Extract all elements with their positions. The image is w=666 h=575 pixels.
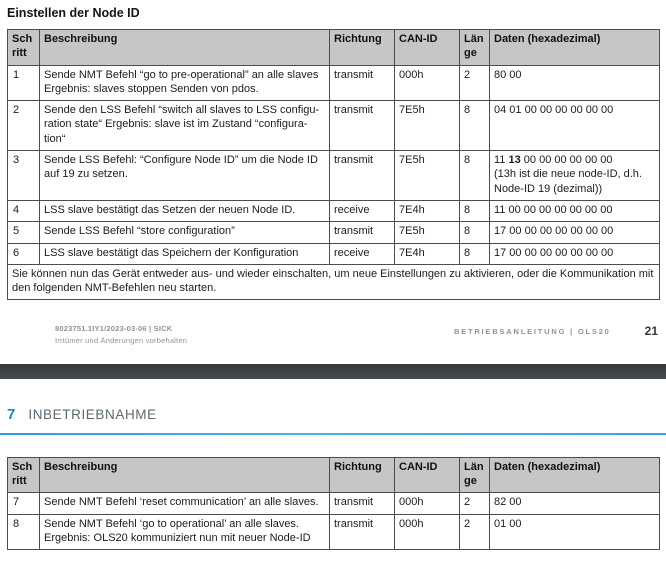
column-header-richtung: Richtung bbox=[329, 456, 395, 494]
chapter-rule bbox=[0, 432, 666, 435]
chapter-title: INBETRIEBNAHME bbox=[28, 406, 157, 422]
table-row: 6 LSS slave bestätigt das Speichern der … bbox=[7, 242, 660, 265]
data-cell: 01 00 bbox=[489, 513, 660, 551]
can-id-cell: 7E4h bbox=[394, 242, 460, 265]
table-row: 1 Sende NMT Befehl “go to pre-operationa… bbox=[7, 64, 660, 102]
hex-data-highlight: 13 bbox=[508, 154, 521, 167]
direction-cell: transmit bbox=[329, 64, 395, 102]
hex-data-note: (13h ist die neue node-ID, d.h. Node-ID … bbox=[494, 168, 642, 195]
step-cell: 7 bbox=[7, 492, 40, 515]
length-cell: 8 bbox=[459, 150, 490, 201]
page-footer: 8023751.1IY1/2023-03-06 | SICK Irrtümer … bbox=[55, 323, 658, 346]
length-cell: 8 bbox=[459, 199, 490, 223]
data-cell: 80 00 bbox=[489, 64, 660, 102]
page-separator-bar bbox=[0, 363, 666, 379]
page-number: 21 bbox=[644, 324, 658, 339]
column-header-richtung: Richtung bbox=[329, 29, 395, 66]
length-cell: 2 bbox=[459, 64, 490, 102]
step-cell: 8 bbox=[7, 513, 40, 551]
disclaimer: Irrtümer und Änderungen vorbehalten bbox=[55, 336, 188, 346]
footer-right: BETRIEBSANLEITUNG | OLS20 21 bbox=[454, 323, 658, 338]
table-row: 2 Sende den LSS Befehl “switch all slave… bbox=[7, 100, 660, 152]
can-id-cell: 000h bbox=[394, 64, 460, 102]
document-id: 8023751.1IY1/2023-03-06 | SICK bbox=[55, 324, 173, 334]
data-cell: 17 00 00 00 00 00 00 00 bbox=[489, 221, 660, 244]
step-cell: 4 bbox=[7, 199, 40, 223]
direction-cell: transmit bbox=[329, 150, 395, 201]
length-cell: 2 bbox=[459, 492, 490, 515]
column-header-beschreibung: Beschreibung bbox=[39, 456, 330, 494]
step-cell: 5 bbox=[7, 221, 40, 244]
length-cell: 2 bbox=[459, 513, 490, 551]
column-header-daten: Daten (hexadezimal) bbox=[489, 29, 660, 66]
description-cell: Sende den LSS Befehl “switch all slaves … bbox=[39, 100, 330, 152]
can-id-cell: 7E5h bbox=[394, 150, 460, 201]
table-note: Sie können nun das Gerät entweder aus- u… bbox=[7, 263, 660, 301]
step-cell: 1 bbox=[7, 64, 40, 102]
table-header-row: Schritt Beschreibung Richtung CAN-ID Län… bbox=[7, 456, 660, 494]
data-cell: 82 00 bbox=[489, 492, 660, 515]
table-header-row: Schritt Beschreibung Richtung CAN-ID Län… bbox=[7, 29, 660, 66]
page-title: Einstellen der Node ID bbox=[7, 6, 140, 20]
chapter-heading: 7 INBETRIEBNAHME bbox=[7, 406, 666, 423]
table-note-row: Sie können nun das Gerät entweder aus- u… bbox=[7, 263, 660, 301]
table-row: 8 Sende NMT Befehl ‘go to operational’ a… bbox=[7, 513, 660, 551]
direction-cell: transmit bbox=[329, 221, 395, 244]
column-header-schritt: Schritt bbox=[7, 29, 40, 66]
length-cell: 8 bbox=[459, 100, 490, 152]
data-cell: 11 00 00 00 00 00 00 00 bbox=[489, 199, 660, 223]
hex-data: 00 00 00 00 00 00 bbox=[520, 154, 613, 167]
description-cell: Sende LSS Befehl: “Configure Node ID” um… bbox=[39, 150, 330, 201]
data-cell: 17 00 00 00 00 00 00 00 bbox=[489, 242, 660, 265]
step-cell: 3 bbox=[7, 150, 40, 201]
chapter-number: 7 bbox=[7, 405, 16, 423]
data-cell: 11 13 00 00 00 00 00 00 (13h ist die neue… bbox=[489, 150, 660, 201]
direction-cell: receive bbox=[329, 242, 395, 265]
data-cell: 04 01 00 00 00 00 00 00 bbox=[489, 100, 660, 152]
hex-data: 11 bbox=[494, 154, 509, 167]
table-row: 4 LSS slave bestätigt das Setzen der neu… bbox=[7, 199, 660, 223]
node-id-table: Schritt Beschreibung Richtung CAN-ID Län… bbox=[7, 29, 660, 301]
description-cell: Sende LSS Befehl “store configuration” bbox=[39, 221, 330, 244]
can-id-cell: 000h bbox=[394, 492, 460, 515]
length-cell: 8 bbox=[459, 221, 490, 244]
footer-left: 8023751.1IY1/2023-03-06 | SICK Irrtümer … bbox=[55, 323, 187, 346]
column-header-daten: Daten (hexadezimal) bbox=[489, 456, 660, 494]
table-row: 3 Sende LSS Befehl: “Configure Node ID” … bbox=[7, 150, 660, 201]
column-header-laenge: Länge bbox=[459, 29, 490, 66]
table-row: 5 Sende LSS Befehl “store configuration”… bbox=[7, 221, 660, 244]
can-id-cell: 7E5h bbox=[394, 221, 460, 244]
description-cell: Sende NMT Befehl “go to pre-operational”… bbox=[39, 64, 330, 102]
can-id-cell: 000h bbox=[394, 513, 460, 551]
step-cell: 2 bbox=[7, 100, 40, 152]
step-cell: 6 bbox=[7, 242, 40, 265]
length-cell: 8 bbox=[459, 242, 490, 265]
direction-cell: transmit bbox=[329, 513, 395, 551]
description-cell: LSS slave bestätigt das Speichern der Ko… bbox=[39, 242, 330, 265]
can-id-cell: 7E4h bbox=[394, 199, 460, 223]
direction-cell: transmit bbox=[329, 100, 395, 152]
description-cell: LSS slave bestätigt das Setzen der neuen… bbox=[39, 199, 330, 223]
manual-title: BETRIEBSANLEITUNG | OLS20 bbox=[453, 327, 611, 337]
column-header-laenge: Länge bbox=[459, 456, 490, 494]
column-header-schritt: Schritt bbox=[7, 456, 40, 494]
column-header-can-id: CAN-ID bbox=[394, 29, 460, 66]
description-cell: Sende NMT Befehl ‘go to operational’ an … bbox=[39, 513, 330, 551]
table-row: 7 Sende NMT Befehl ‘reset communication’… bbox=[7, 492, 660, 515]
inbetriebnahme-table: Schritt Beschreibung Richtung CAN-ID Län… bbox=[7, 456, 660, 551]
direction-cell: receive bbox=[329, 199, 395, 223]
description-cell: Sende NMT Befehl ‘reset communication’ a… bbox=[39, 492, 330, 515]
can-id-cell: 7E5h bbox=[394, 100, 460, 152]
column-header-beschreibung: Beschreibung bbox=[39, 29, 330, 66]
column-header-can-id: CAN-ID bbox=[394, 456, 460, 494]
direction-cell: transmit bbox=[329, 492, 395, 515]
